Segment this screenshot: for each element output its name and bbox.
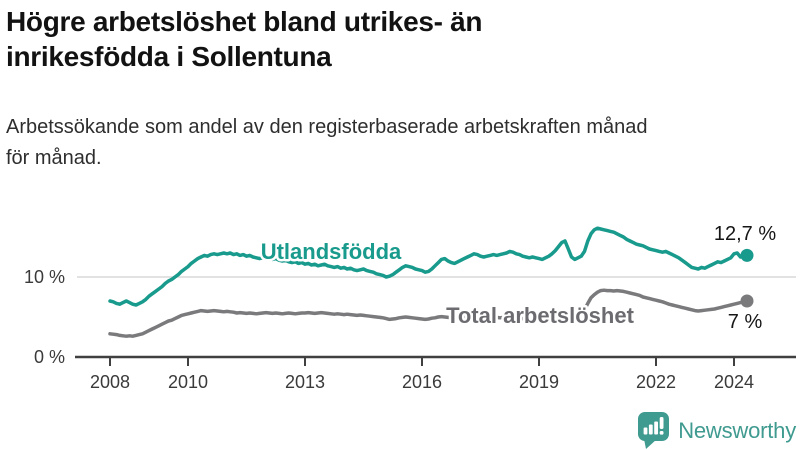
x-axis-tick-label-2008: 2008 [90,372,130,392]
end-value-label-utlandsfodda: 12,7 % [714,223,776,245]
newsworthy-logo[interactable]: Newsworthy [637,411,796,450]
series-label-total-arbetsloshet: Total arbetslöshet [446,303,635,328]
page-title-line2: inrikesfödda i Sollentuna [6,41,332,72]
series-label-utlandsfodda: Utlandsfödda [261,239,402,264]
x-axis-tick-label-2013: 2013 [285,372,325,392]
y-axis-label-0: 0 % [34,347,65,367]
series-line-total [108,288,749,338]
series-line-utlandsfodda [108,226,749,307]
newsworthy-wordmark: Newsworthy [678,417,796,443]
x-axis-tick-label-2024: 2024 [714,372,754,392]
chart-subtitle-line2: för månad. [6,147,102,169]
series-end-dot-utlandsfodda [740,248,754,262]
end-value-label-total: 7 % [728,311,763,333]
chart-subtitle: Arbetssökande som andel av den registerb… [6,112,648,174]
page-title-line1: Högre arbetslöshet bland utrikes- än [6,6,483,37]
x-axis-tick-label-2019: 2019 [519,372,559,392]
chart-subtitle-line1: Arbetssökande som andel av den registerb… [6,116,648,138]
newsworthy-icon [638,412,670,449]
page-title: Högre arbetslöshet bland utrikes- än inri… [6,4,483,74]
y-axis-label-10: 10 % [24,267,65,287]
series-layer [108,226,754,338]
x-axis-tick-label-2016: 2016 [402,372,442,392]
series-end-dot-total [740,294,754,308]
x-axis-tick-label-2022: 2022 [636,372,676,392]
x-axis-ticks: 2008 2010 2013 2016 2019 2022 2024 [90,357,754,392]
x-axis-tick-label-2010: 2010 [168,372,208,392]
